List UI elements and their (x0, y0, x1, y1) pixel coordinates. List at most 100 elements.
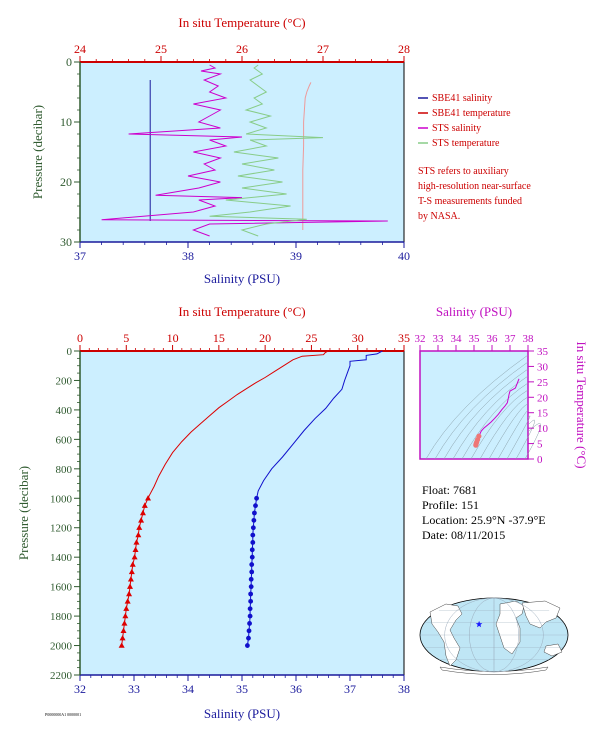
ts-temperature-tick-label-1: 5 (537, 439, 543, 451)
bottom-salinity-marker-36 (246, 628, 252, 634)
top-annotation: STS refers to auxiliary high-resolution … (418, 166, 531, 222)
top-salinity-tick-label-3: 40 (398, 249, 410, 263)
ts-salinity-tick-label-6: 38 (523, 333, 535, 345)
bottom-temperature-tick-label-4: 20 (259, 331, 271, 345)
bottom-pressure-tick-label-2: 400 (56, 405, 73, 417)
top-temperature-tick-label-0: 24 (74, 42, 86, 56)
ts-plot-area (419, 350, 529, 460)
legend-label-sbe41-salinity: SBE41 salinity (432, 93, 492, 104)
bottom-temperature-marker-32 (128, 568, 135, 575)
bottom-panel: 0 5 10 15 20 25 30 35 32 33 34 35 36 37 38 0 200 400 600 80… (16, 304, 410, 721)
bottom-pressure-tick-label-10: 2000 (50, 641, 73, 653)
bottom-salinity-tick-label-4: 36 (290, 682, 302, 696)
bottom-plot-area (79, 350, 405, 676)
bottom-salinity-marker-23 (250, 532, 256, 538)
ts-salinity-tick-label-4: 36 (487, 333, 499, 345)
bottom-salinity-marker-32 (248, 598, 254, 604)
bottom-temperature-tick-label-1: 5 (123, 331, 129, 345)
top-series-line-sts-salinity (101, 64, 388, 237)
bottom-ticks: 0 5 10 15 20 25 30 35 32 33 34 35 36 37 38 0 200 400 600 80… (50, 331, 410, 696)
top-series-line-sbe41-temperature (302, 82, 312, 230)
bottom-pressure-tick-label-1: 200 (56, 375, 73, 387)
bottom-temperature-marker-31 (129, 561, 136, 567)
bottom-salinity-marker-18 (254, 495, 259, 501)
bottom-salinity-marker-30 (248, 584, 254, 590)
ts-density-contour-8 (497, 410, 529, 460)
bottom-salinity-axis-label: Salinity (PSU) (204, 706, 280, 721)
land-antarctica (439, 666, 549, 675)
top-pressure-tick-label-0: 0 (66, 55, 72, 69)
bottom-temperature-tick-label-2: 10 (167, 331, 179, 345)
top-ticks: 24 25 26 27 28 37 38 39 40 0 10 20 30 (60, 42, 410, 263)
top-temperature-tick-label-2: 26 (236, 42, 248, 56)
ts-salinity-tick-label-5: 37 (505, 333, 517, 345)
legend-label-sbe41-temperature: SBE41 temperature (432, 108, 511, 119)
ts-density-contour-7 (488, 403, 529, 460)
ts-panel: 32 33 34 35 36 37 38 0 5 10 15 20 25 30 35 Salinity (P… (415, 304, 590, 469)
world-map (419, 597, 569, 675)
top-series-line-sts-temperature (209, 64, 324, 237)
bottom-salinity-marker-19 (253, 503, 258, 509)
ts-density-contours (425, 354, 541, 460)
bottom-temperature-marker-40 (120, 627, 127, 634)
bottom-pressure-tick-label-4: 800 (56, 464, 73, 476)
float-id: Float: 7681 (422, 483, 477, 497)
ts-density-contour-3 (452, 375, 529, 460)
bottom-salinity-marker-22 (250, 525, 256, 531)
bottom-temperature-marker-24 (139, 509, 146, 516)
top-temperature-tick-label-4: 28 (398, 42, 410, 56)
land-asia (521, 600, 561, 629)
ts-salinity-tick-label-3: 35 (469, 333, 481, 345)
bottom-pressure-axis-label: Pressure (decibar) (16, 466, 31, 560)
bottom-pressure-tick-label-5: 1000 (50, 493, 73, 505)
ts-temperature-tick-label-0: 0 (537, 454, 543, 466)
bottom-temperature-tick-label-6: 30 (352, 331, 364, 345)
bottom-temperature-marker-38 (122, 612, 129, 619)
bottom-temperature-axis-label: In situ Temperature (°C) (178, 304, 305, 319)
ts-density-contour-2 (443, 368, 529, 460)
bottom-temperature-tick-label-5: 25 (305, 331, 317, 345)
bottom-salinity-tick-label-3: 35 (236, 682, 248, 696)
bottom-pressure-tick-label-0: 0 (67, 346, 73, 358)
bottom-pressure-tick-label-9: 1800 (50, 611, 73, 623)
ts-density-contour-5 (470, 389, 529, 460)
location: Location: 25.9°N -37.9°E (422, 513, 546, 527)
ts-density-contour-9 (506, 415, 531, 460)
bottom-series (118, 350, 383, 648)
bottom-salinity-marker-20 (252, 510, 257, 516)
ts-series (473, 378, 520, 448)
bottom-pressure-tick-label-6: 1200 (50, 523, 73, 535)
bottom-salinity-marker-24 (250, 540, 256, 545)
top-legend: SBE41 salinity SBE41 temperature STS sal… (418, 93, 511, 149)
bottom-temperature-marker-35 (126, 590, 133, 597)
bottom-salinity-tick-label-5: 37 (344, 682, 356, 696)
top-pressure-tick-label-3: 30 (60, 235, 72, 249)
map-meridian-4 (444, 597, 544, 673)
bottom-temperature-marker-30 (131, 553, 138, 560)
top-pressure-axis-label: Pressure (decibar) (30, 105, 45, 199)
ts-temperature-tick-label-6: 30 (537, 361, 549, 373)
ts-deep-point-4 (476, 433, 482, 439)
ts-density-contour-10 (515, 419, 535, 460)
land-australia (543, 643, 563, 657)
bottom-temperature-marker-29 (132, 546, 139, 553)
ts-temperature-tick-label-5: 25 (537, 377, 549, 389)
annotation-line-2: high-resolution near-surface (418, 181, 531, 192)
top-plot-area (79, 61, 405, 243)
bottom-temperature-marker-22 (145, 495, 152, 501)
bottom-temperature-marker-41 (119, 634, 126, 641)
bottom-temperature-marker-42 (118, 642, 125, 648)
ts-temperature-tick-label-3: 15 (537, 408, 549, 420)
ts-temperature-axis-label: In situ Temperature (°C) (574, 341, 589, 468)
bottom-salinity-tick-label-0: 32 (74, 682, 86, 696)
top-salinity-tick-label-1: 38 (182, 249, 194, 263)
bottom-temperature-marker-25 (138, 517, 145, 523)
bottom-salinity-marker-38 (245, 643, 250, 648)
bottom-salinity-tick-label-6: 38 (398, 682, 410, 696)
ts-density-contour-4 (461, 382, 529, 460)
map-float-location-star (475, 620, 483, 628)
ts-ticks: 32 33 34 35 36 37 38 0 5 10 15 20 25 30 35 (415, 333, 549, 466)
ts-salinity-tick-label-0: 32 (415, 333, 426, 345)
ts-salinity-tick-label-2: 34 (451, 333, 463, 345)
